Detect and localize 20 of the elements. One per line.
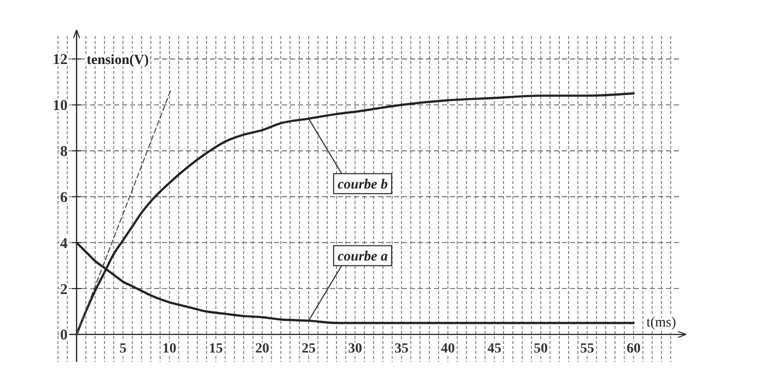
x-tick-label: 10 xyxy=(162,341,176,356)
text: courbe b xyxy=(338,178,388,193)
y-tick-label: 6 xyxy=(60,190,68,206)
x-tick-label: 45 xyxy=(487,341,502,356)
x-tick-label: 40 xyxy=(440,341,455,356)
y-tick-label: 8 xyxy=(60,144,68,160)
x-tick-label: 20 xyxy=(255,341,270,356)
x-tick-label: 15 xyxy=(208,341,223,356)
y-tick-label: 2 xyxy=(60,282,68,298)
x-axis-title: t(ms) xyxy=(646,315,676,330)
y-tick-label: 12 xyxy=(52,52,68,68)
x-tick-label: 35 xyxy=(394,341,408,356)
x-tick-label: 30 xyxy=(348,341,362,356)
x-tick-label: 25 xyxy=(302,341,316,356)
x-tick-label: 5 xyxy=(119,341,126,356)
x-tick-label: 60 xyxy=(626,341,641,356)
x-tick-label: 55 xyxy=(580,341,594,356)
text: courbe a xyxy=(338,250,388,265)
x-tick-label: 50 xyxy=(534,341,548,356)
y-tick-label: 10 xyxy=(52,98,68,114)
